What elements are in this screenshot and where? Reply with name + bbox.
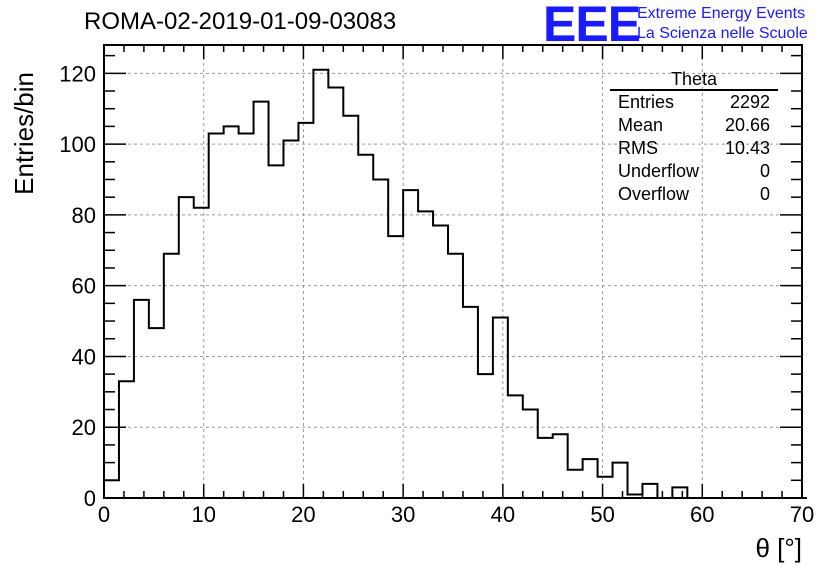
x-tick-label: 50	[590, 502, 614, 527]
eee-logo: EEE	[543, 0, 641, 52]
logo-caption-line1: Extreme Energy Events	[637, 5, 806, 22]
grid-lines	[104, 45, 802, 498]
histogram-series-line	[103, 68, 807, 499]
stats-value: 0	[759, 161, 770, 181]
x-tick-label: 0	[98, 502, 110, 527]
stats-value: 0	[759, 184, 770, 204]
stats-label: Underflow	[618, 161, 700, 181]
stats-row-underflow: Underflow 0	[610, 160, 778, 183]
stats-title: Theta	[610, 70, 778, 91]
stats-label: Overflow	[618, 184, 690, 204]
stats-label: RMS	[618, 138, 658, 158]
x-tick-label: 60	[690, 502, 714, 527]
stats-row-entries: Entries 2292	[610, 91, 778, 114]
x-tick-label: 30	[391, 502, 415, 527]
axis-ticks	[103, 45, 803, 499]
x-tick-label: 20	[291, 502, 315, 527]
stats-value: 20.66	[724, 115, 770, 135]
y-tick-label: 0	[84, 486, 96, 511]
plot-frame	[103, 44, 803, 499]
x-tick-label: 40	[491, 502, 515, 527]
logo-caption: Extreme Energy Events La Scienza nelle S…	[637, 4, 808, 44]
x-tick-label: 70	[790, 502, 814, 527]
stats-row-mean: Mean 20.66	[610, 114, 778, 137]
y-tick-label: 60	[72, 274, 96, 299]
chart-title: ROMA-02-2019-01-09-03083	[84, 8, 397, 35]
y-tick-label: 80	[72, 203, 96, 228]
y-tick-label: 120	[59, 61, 96, 86]
tick-labels: 0 10 20 30 40 50 60 70 0 20 40 60 80 100 120	[59, 61, 814, 527]
stats-box: Theta Entries 2292 Mean 20.66 RMS 10.43 …	[610, 70, 778, 206]
stats-value: 10.43	[724, 138, 770, 158]
stats-value: 2292	[729, 92, 770, 112]
y-tick-label: 100	[59, 132, 96, 157]
y-axis-label: Entries/bin	[9, 72, 39, 195]
x-axis-label: θ [°]	[755, 533, 802, 563]
y-tick-label: 40	[72, 344, 96, 369]
stats-label: Entries	[618, 92, 675, 112]
stats-row-rms: RMS 10.43	[610, 137, 778, 160]
x-tick-label: 10	[191, 502, 215, 527]
stats-label: Mean	[618, 115, 664, 135]
y-tick-label: 20	[72, 415, 96, 440]
logo-caption-line2: La Scienza nelle Scuole	[637, 25, 808, 42]
stats-row-overflow: Overflow 0	[610, 183, 778, 206]
